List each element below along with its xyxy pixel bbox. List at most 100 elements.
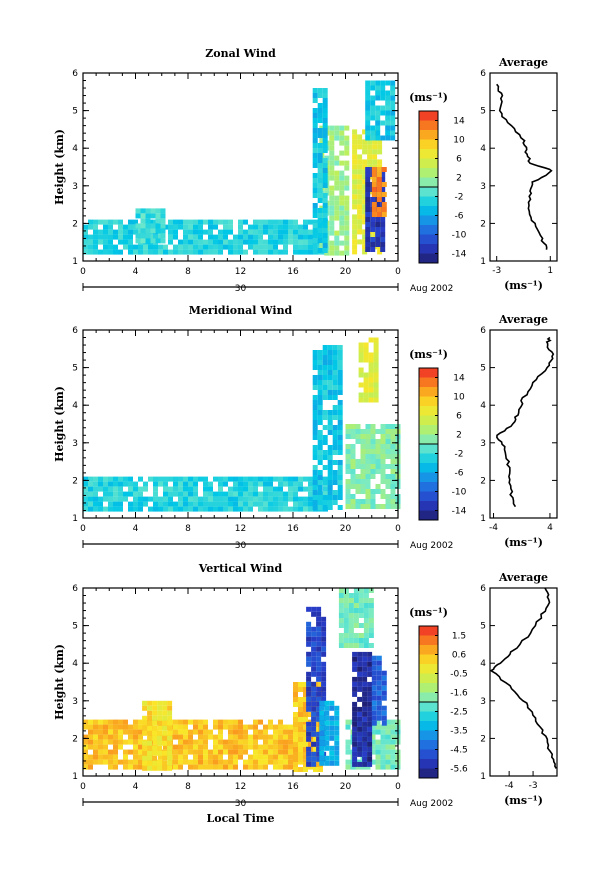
heatmap-cell — [293, 757, 298, 762]
heatmap-cell — [233, 501, 238, 507]
heatmap-cell — [390, 479, 396, 484]
heatmap-cell — [327, 460, 333, 465]
heatmap-cell — [248, 724, 253, 730]
heatmap-cell — [223, 219, 228, 225]
heatmap-cell — [308, 486, 313, 492]
heatmap-cell — [316, 676, 322, 682]
heatmap-cell — [376, 665, 382, 671]
heatmap-cell — [93, 229, 98, 235]
heatmap-cell — [118, 719, 123, 725]
heatmap-cell — [98, 501, 103, 507]
heatmap-cell — [298, 501, 303, 507]
heatmap-cell — [228, 219, 233, 225]
heatmap-cell — [332, 380, 338, 385]
heatmap-cell — [380, 177, 386, 182]
heatmap-cell — [253, 764, 258, 770]
heatmap-cell — [198, 739, 203, 745]
heatmap-cell — [357, 761, 363, 767]
heatmap-cell — [360, 499, 366, 504]
heatmap-cell — [360, 464, 366, 469]
heatmap-cell — [316, 706, 322, 712]
heatmap-cell — [352, 134, 358, 140]
heatmap-cell — [312, 385, 318, 390]
heatmap-cell — [368, 633, 374, 638]
heatmap-cell — [303, 767, 308, 772]
heatmap-cell — [367, 681, 373, 687]
heatmap-cell — [118, 501, 123, 507]
heatmap-cell — [357, 134, 363, 140]
heatmap-cell — [370, 724, 376, 730]
heatmap-cell — [198, 476, 203, 482]
heatmap-cell — [350, 499, 356, 504]
heatmap-cell — [337, 365, 343, 370]
heatmap-cell — [243, 481, 248, 487]
heatmap-cell — [293, 697, 298, 702]
heatmap-cell — [390, 115, 396, 121]
heatmap-cell — [365, 100, 371, 106]
heatmap-cell — [332, 430, 338, 435]
heatmap-cell — [303, 762, 308, 767]
heatmap-cell — [103, 496, 108, 502]
heatmap-cell — [352, 651, 358, 657]
heatmap-cell — [223, 229, 228, 235]
heatmap-cell — [352, 139, 358, 145]
colorbar-segment — [419, 740, 438, 750]
profile-y-tick-label: 2 — [480, 476, 486, 486]
heatmap-cell — [303, 742, 308, 747]
heatmap-cell — [373, 372, 379, 378]
heatmap-cell — [357, 184, 363, 190]
heatmap-cell — [253, 724, 258, 730]
heatmap-cell — [327, 485, 333, 490]
heatmap-cell — [178, 219, 183, 225]
heatmap-cell — [352, 169, 358, 175]
heatmap-cell — [360, 429, 366, 434]
heatmap-cell — [313, 219, 318, 225]
heatmap-cell — [375, 464, 381, 469]
colorbar-segment — [419, 768, 438, 779]
heatmap-cell — [319, 730, 325, 736]
heatmap-cell — [133, 491, 138, 497]
heatmap-cell — [337, 405, 343, 410]
heatmap-cell — [263, 759, 268, 765]
heatmap-cell — [334, 240, 340, 246]
heatmap-cell — [343, 618, 349, 623]
heatmap-cell — [140, 233, 146, 239]
heatmap-cell — [324, 185, 330, 191]
heatmap-cell — [321, 666, 327, 672]
heatmap-cell — [334, 715, 340, 721]
heatmap-cell — [253, 249, 258, 255]
heatmap-cell — [344, 185, 350, 191]
heatmap-cell — [178, 734, 183, 740]
heatmap-cell — [113, 506, 118, 512]
heatmap-cell — [332, 480, 338, 485]
heatmap-cell — [381, 720, 387, 726]
heatmap-cell — [303, 506, 308, 512]
heatmap-cell — [158, 754, 163, 760]
heatmap-cell — [370, 439, 376, 444]
heatmap-cell — [173, 764, 178, 770]
heatmap-cell — [168, 239, 173, 245]
heatmap-cell — [303, 737, 308, 742]
heatmap-cell — [173, 729, 178, 735]
heatmap-cell — [93, 244, 98, 250]
heatmap-cell — [370, 125, 376, 131]
heatmap-cell — [370, 429, 376, 434]
heatmap-cell — [362, 736, 368, 742]
heatmap-cell — [213, 506, 218, 512]
heatmap-cell — [329, 160, 335, 166]
heatmap-cell — [103, 754, 108, 760]
heatmap-cell — [344, 225, 350, 231]
heatmap-cell — [345, 434, 351, 439]
heatmap-cell — [365, 135, 371, 141]
profile-y-tick-label: 5 — [480, 107, 486, 117]
heatmap-cell — [118, 496, 123, 502]
heatmap-cell — [243, 501, 248, 507]
heatmap-cell — [98, 219, 103, 225]
heatmap-cell — [152, 750, 158, 756]
heatmap-cell — [83, 491, 88, 497]
heatmap-cell — [368, 643, 374, 648]
heatmap-cell — [348, 638, 354, 643]
heatmap-cell — [288, 476, 293, 482]
heatmap-cell — [385, 749, 391, 755]
heatmap-cell — [306, 756, 312, 762]
